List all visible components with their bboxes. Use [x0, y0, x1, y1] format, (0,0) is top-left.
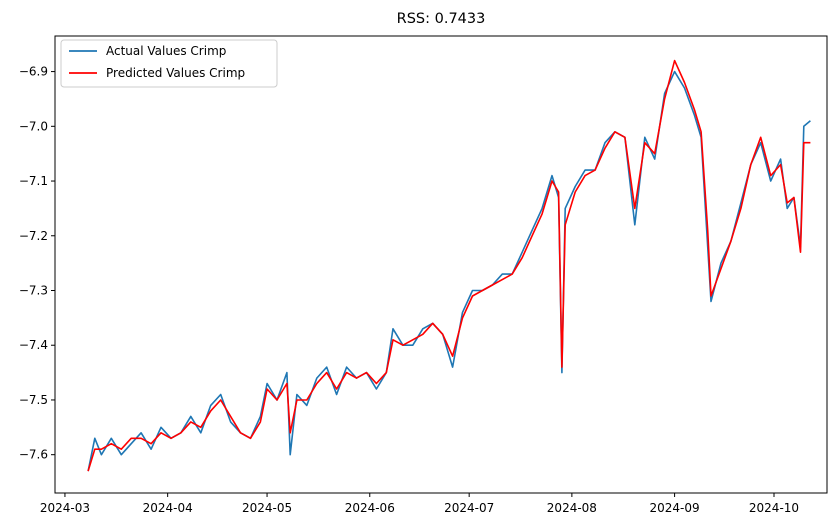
x-tick-label: 2024-09: [650, 501, 700, 515]
plot-frame: [54, 35, 828, 494]
y-tick-label: −7.0: [19, 119, 48, 133]
y-tick-label: −7.4: [19, 338, 48, 352]
x-tick-label: 2024-06: [345, 501, 395, 515]
x-tick-label: 2024-08: [547, 501, 597, 515]
y-tick-label: −7.6: [19, 448, 48, 462]
legend-box: [60, 39, 278, 88]
series-layer: [87, 59, 811, 472]
y-tick-label: −7.1: [19, 174, 48, 188]
x-tick-label: 2024-10: [749, 501, 799, 515]
y-axis: −7.6 −7.5 −7.4 −7.3 −7.2 −7.1 −7.0 −6.9: [19, 65, 55, 462]
series-line-actual: [87, 70, 811, 472]
x-tick-label: 2024-03: [40, 501, 90, 515]
y-tick-label: −7.3: [19, 283, 48, 297]
legend: Actual Values Crimp Predicted Values Cri…: [60, 39, 278, 88]
x-tick-label: 2024-07: [444, 501, 494, 515]
y-tick-label: −7.5: [19, 393, 48, 407]
chart-title: RSS: 0.7433: [397, 11, 486, 27]
legend-label-actual: Actual Values Crimp: [106, 44, 226, 58]
x-tick-label: 2024-05: [242, 501, 292, 515]
y-tick-label: −7.2: [19, 229, 48, 243]
y-tick-label: −6.9: [19, 65, 48, 79]
x-axis: 2024-03 2024-04 2024-05 2024-06 2024-07 2024-…: [40, 493, 799, 515]
series-line-predicted: [87, 59, 811, 472]
legend-label-predicted: Predicted Values Crimp: [106, 66, 245, 80]
x-tick-label: 2024-04: [143, 501, 193, 515]
